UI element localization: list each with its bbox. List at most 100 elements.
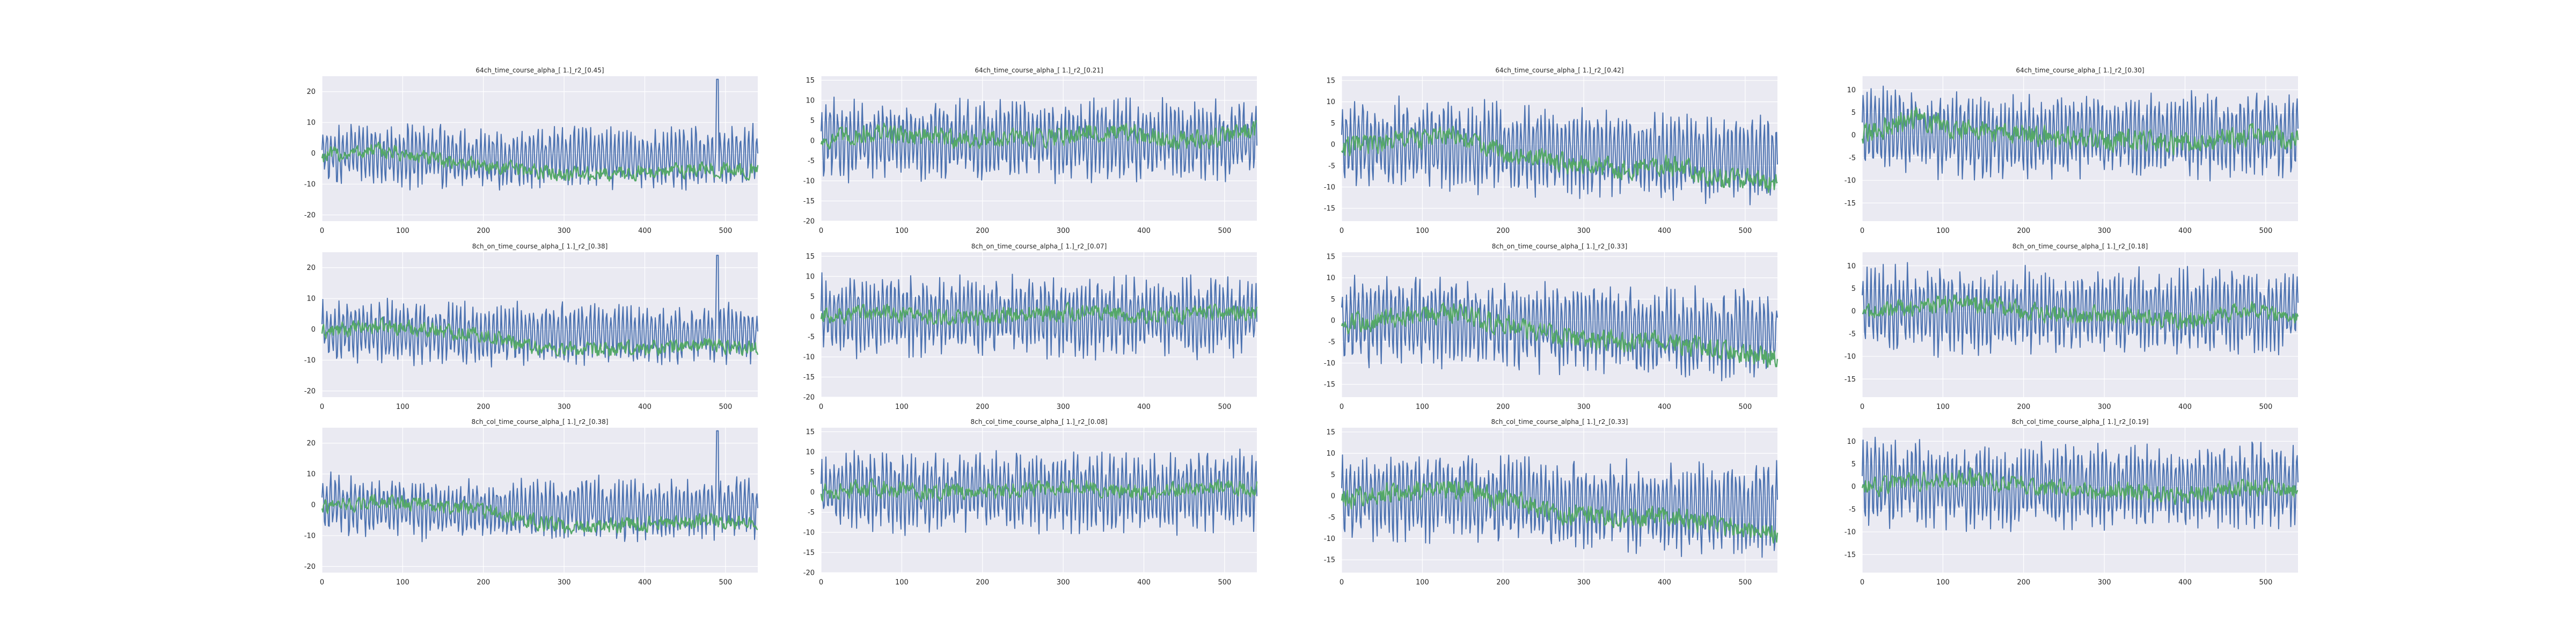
x-tick-label: 300 bbox=[2098, 403, 2111, 411]
y-tick-label: 10 bbox=[1847, 438, 1856, 446]
subplot-title: 8ch_col_time_course_alpha_[ 1.]_r2_[0.33… bbox=[1491, 418, 1628, 426]
series-line-blue bbox=[321, 254, 758, 368]
subplot-title: 8ch_on_time_course_alpha_[ 1.]_r2_[0.18] bbox=[2012, 243, 2148, 250]
x-tick-label: 500 bbox=[1218, 579, 1231, 587]
x-tick-label: 100 bbox=[895, 403, 909, 411]
subplot-3: -15 -10 -5 0 5 10 15 0 100 200 300 400 500 64ch_time_… bbox=[1324, 67, 1778, 235]
x-tick-label: 400 bbox=[2178, 227, 2192, 235]
x-tick-label: 100 bbox=[895, 579, 909, 587]
y-tick-label: 20 bbox=[306, 440, 316, 448]
y-tick-label: 0 bbox=[311, 501, 316, 509]
series-line-green bbox=[820, 478, 1258, 502]
x-tick-label: 100 bbox=[1936, 227, 1950, 235]
x-tick-label: 200 bbox=[2017, 579, 2030, 587]
y-tick-label: 10 bbox=[1847, 86, 1856, 94]
y-tick-label: 5 bbox=[1851, 285, 1856, 293]
y-tick-label: 0 bbox=[1331, 317, 1335, 325]
y-tick-label: 5 bbox=[1331, 120, 1335, 128]
y-tick-label: -5 bbox=[1849, 330, 1856, 338]
y-tick-label: -10 bbox=[1324, 535, 1335, 543]
x-tick-label: 400 bbox=[1658, 227, 1671, 235]
y-tick-label: 5 bbox=[810, 293, 815, 301]
x-tick-label: 300 bbox=[558, 579, 571, 587]
x-tick-label: 100 bbox=[895, 227, 909, 235]
x-tick-label: 0 bbox=[320, 403, 324, 411]
y-tick-label: 5 bbox=[1851, 109, 1856, 117]
x-tick-label: 0 bbox=[1340, 579, 1344, 587]
x-tick-label: 200 bbox=[477, 579, 490, 587]
x-tick-label: 200 bbox=[2017, 227, 2030, 235]
x-tick-label: 500 bbox=[1738, 227, 1752, 235]
x-tick-label: 400 bbox=[638, 579, 652, 587]
series-line-blue bbox=[1862, 85, 2299, 182]
y-tick-label: -15 bbox=[1324, 381, 1335, 389]
x-tick-label: 0 bbox=[1340, 403, 1344, 411]
y-tick-label: 15 bbox=[1326, 428, 1335, 436]
y-tick-label: -10 bbox=[803, 178, 815, 186]
y-tick-label: 10 bbox=[1326, 274, 1335, 282]
y-tick-label: -15 bbox=[1845, 200, 1856, 208]
x-tick-label: 0 bbox=[1860, 579, 1864, 587]
y-tick-label: 0 bbox=[1331, 493, 1335, 501]
y-tick-label: 0 bbox=[1851, 483, 1856, 491]
subplot-2: -20 -15 -10 -5 0 5 10 15 0 100 200 300 400 500 64ch_ti… bbox=[803, 67, 1257, 235]
x-tick-label: 0 bbox=[1340, 227, 1344, 235]
series-line-green bbox=[1341, 126, 1778, 193]
x-tick-label: 400 bbox=[1658, 403, 1671, 411]
x-tick-label: 100 bbox=[1936, 403, 1950, 411]
x-tick-label: 200 bbox=[477, 227, 490, 235]
series-line-green bbox=[1861, 467, 2299, 506]
y-tick-label: 0 bbox=[810, 313, 815, 321]
x-tick-label: 300 bbox=[1057, 227, 1070, 235]
x-tick-label: 400 bbox=[1137, 403, 1151, 411]
x-tick-label: 200 bbox=[976, 227, 989, 235]
x-tick-label: 200 bbox=[1496, 227, 1510, 235]
y-tick-label: 0 bbox=[311, 150, 316, 158]
x-tick-label: 0 bbox=[320, 227, 324, 235]
x-tick-label: 200 bbox=[477, 403, 490, 411]
x-tick-label: 500 bbox=[2259, 403, 2272, 411]
x-tick-label: 500 bbox=[2259, 227, 2272, 235]
x-tick-label: 400 bbox=[1137, 227, 1151, 235]
x-tick-label: 100 bbox=[1416, 227, 1429, 235]
x-tick-label: 300 bbox=[1057, 403, 1070, 411]
x-tick-label: 0 bbox=[1860, 227, 1864, 235]
subplot-title: 8ch_on_time_course_alpha_[ 1.]_r2_[0.33] bbox=[1492, 243, 1628, 250]
y-tick-label: -10 bbox=[304, 357, 316, 365]
y-tick-label: 0 bbox=[810, 137, 815, 145]
y-tick-label: -15 bbox=[1845, 376, 1856, 384]
y-tick-label: 15 bbox=[806, 77, 815, 85]
y-tick-label: -10 bbox=[1324, 360, 1335, 368]
y-tick-label: -15 bbox=[803, 374, 815, 382]
x-tick-label: 100 bbox=[1416, 403, 1429, 411]
axes-background bbox=[821, 428, 1257, 573]
series-line-blue bbox=[821, 96, 1257, 185]
x-tick-label: 300 bbox=[2098, 227, 2111, 235]
x-tick-label: 500 bbox=[2259, 579, 2272, 587]
x-tick-label: 200 bbox=[2017, 403, 2030, 411]
series-line-green bbox=[820, 120, 1257, 150]
y-tick-label: 15 bbox=[1326, 77, 1335, 85]
y-tick-label: -20 bbox=[304, 387, 316, 396]
series-line-blue bbox=[821, 272, 1257, 361]
y-tick-label: 10 bbox=[306, 295, 316, 303]
subplot-6: -20 -15 -10 -5 0 5 10 15 0 100 200 300 400 500 8ch_on_… bbox=[803, 243, 1258, 411]
subplot-title: 64ch_time_course_alpha_[ 1.]_r2_[0.42] bbox=[1495, 67, 1623, 74]
x-tick-label: 400 bbox=[638, 403, 652, 411]
x-tick-label: 500 bbox=[1218, 227, 1231, 235]
y-tick-label: 0 bbox=[810, 489, 815, 497]
x-tick-label: 200 bbox=[976, 403, 989, 411]
y-tick-label: 10 bbox=[1326, 98, 1335, 106]
y-tick-label: 0 bbox=[311, 326, 316, 334]
y-tick-label: -5 bbox=[1328, 338, 1335, 346]
y-tick-label: 20 bbox=[306, 264, 316, 272]
subplot-title: 64ch_time_course_alpha_[ 1.]_r2_[0.45] bbox=[475, 67, 604, 74]
y-tick-label: 10 bbox=[306, 119, 316, 127]
y-tick-label: -20 bbox=[304, 211, 316, 219]
x-tick-label: 300 bbox=[558, 227, 571, 235]
y-tick-label: 15 bbox=[1326, 253, 1335, 261]
x-tick-label: 300 bbox=[1057, 579, 1070, 587]
subplot-10: -20 -15 -10 -5 0 5 10 15 0 100 200 300 400 500 8ch_col… bbox=[803, 418, 1258, 587]
y-tick-label: 5 bbox=[810, 469, 815, 477]
